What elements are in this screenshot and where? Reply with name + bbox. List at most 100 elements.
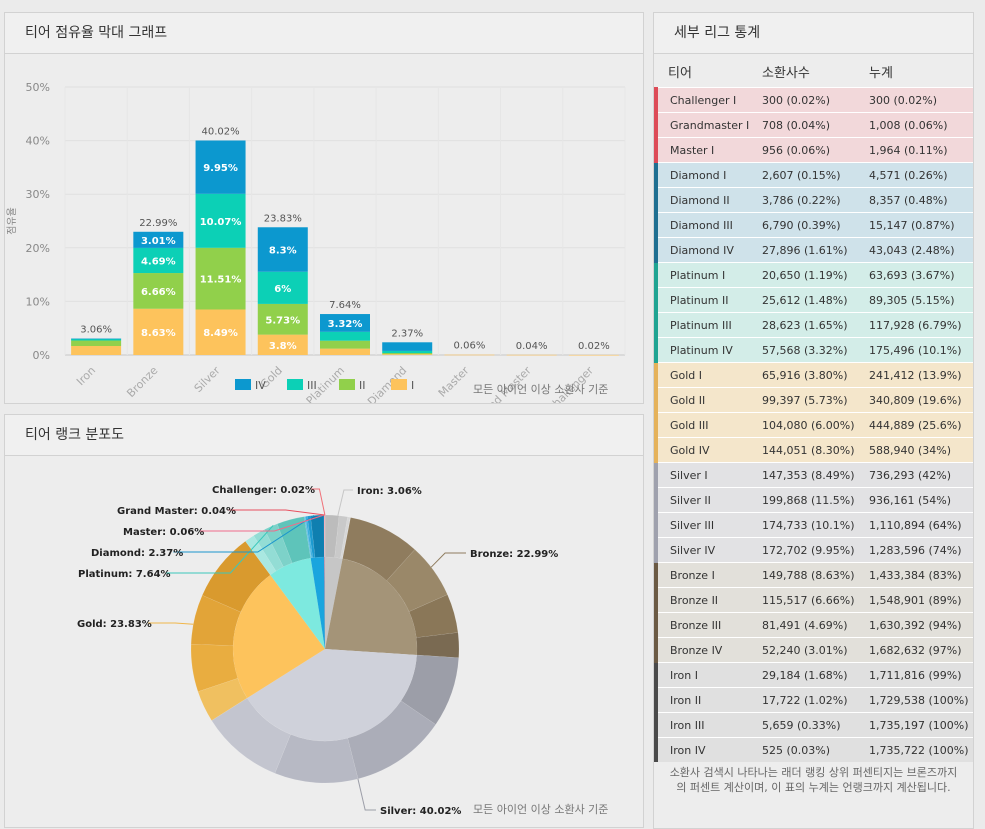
bar-segment [320,331,370,341]
count-cell: 149,788 (8.63%) [762,562,869,588]
cumulative-cell: 1,711,816 (99%) [869,662,973,688]
pie-slice [324,557,325,649]
tier-cell: Silver III [654,512,762,538]
league-stats-panel: 세부 리그 통계 티어 소환사수 누계 Challenger I 300 (0.0… [653,12,974,829]
bar-data-label: 5.73% [265,315,300,326]
table-row: Gold IV 144,051 (8.30%) 588,940 (34%) [654,437,973,463]
cumulative-cell: 4,571 (0.26%) [869,162,973,188]
bar-segment [133,247,184,274]
bar-segment [133,231,184,248]
y-tick-label: 50% [26,81,50,94]
table-header-row: 티어 소환사수 누계 [656,55,973,88]
tier-cell: Challenger I [654,87,762,113]
cumulative-cell: 300 (0.02%) [869,87,973,113]
tier-cell: Platinum IV [654,337,762,363]
tier-cell: Silver I [654,462,762,488]
bar-total-label: 7.64% [329,300,361,311]
legend-label: II [359,379,366,392]
pie-slice-label: Challenger: 0.02% [212,485,315,496]
cumulative-cell: 117,928 (6.79%) [869,312,973,338]
bar-total-label: 0.02% [578,341,610,352]
y-tick-label: 40% [26,135,50,148]
tier-cell: Silver II [654,487,762,513]
bar-chart: 0% 10% 20% 30% 40% 50% 점유율 3.06% Iron 8.63% 6.66% 4… [6,81,626,403]
bar-segment [257,227,308,272]
table-row: Silver II 199,868 (11.5%) 936,161 (54%) [654,487,973,513]
bar-segment [71,345,122,355]
table-row: Silver III 174,733 (10.1%) 1,110,894 (64%) [654,512,973,538]
pie-slice-label: Silver: 40.02% [380,806,461,817]
table-row: Iron I 29,184 (1.68%) 1,711,816 (99%) [654,662,973,688]
table-row: Bronze I 149,788 (8.63%) 1,433,384 (83%) [654,562,973,588]
table-row: Master I 956 (0.06%) 1,964 (0.11%) [654,137,973,163]
cumulative-cell: 340,809 (19.6%) [869,387,973,413]
cumulative-cell: 1,008 (0.06%) [869,112,973,138]
column-header-count: 소환사수 [762,55,869,88]
tier-cell: Bronze III [654,612,762,638]
table-row: Diamond IV 27,896 (1.61%) 43,043 (2.48%) [654,237,973,263]
table-row: Bronze IV 52,240 (3.01%) 1,682,632 (97%) [654,637,973,663]
bar-segment [320,348,370,355]
cumulative-cell: 588,940 (34%) [869,437,973,463]
tier-cell: Grandmaster I [654,112,762,138]
bar-total-label: 22.99% [139,218,177,229]
bar-segment [71,338,122,340]
cumulative-cell: 1,433,384 (83%) [869,562,973,588]
pie-leader-line [430,552,466,568]
pie-slice-label: Platinum: 7.64% [78,569,171,580]
bar-data-label: 8.3% [269,246,297,257]
cumulative-cell: 1,548,901 (89%) [869,587,973,613]
pie-leader-line [337,489,353,516]
bar-segment [320,340,370,349]
pie-chart-title: 티어 랭크 분포도 [5,415,643,456]
tier-cell: Diamond II [654,187,762,213]
cumulative-cell: 43,043 (2.48%) [869,237,973,263]
count-cell: 25,612 (1.48%) [762,287,869,313]
tier-cell: Platinum III [654,312,762,338]
x-tick-label: Bronze [124,364,160,400]
tier-cell: Bronze I [654,562,762,588]
count-cell: 99,397 (5.73%) [762,387,869,413]
bar-segment [568,354,619,356]
bar-data-label: 3.32% [328,319,363,330]
legend-label: I [411,379,414,392]
table-row: Gold III 104,080 (6.00%) 444,889 (25.6%) [654,412,973,438]
count-cell: 28,623 (1.65%) [762,312,869,338]
count-cell: 199,868 (11.5%) [762,487,869,513]
bar-segment [195,247,246,310]
tier-cell: Diamond IV [654,237,762,263]
x-tick-label: Master [436,364,472,400]
table-row: Diamond I 2,607 (0.15%) 4,571 (0.26%) [654,162,973,188]
y-axis-label: 점유율 [6,207,18,235]
tier-cell: Iron IV [654,737,762,762]
pie-slice [233,575,325,699]
table-row: Iron III 5,659 (0.33%) 1,735,197 (100%) [654,712,973,738]
legend-swatch [391,379,407,390]
bar-chart-title: 티어 점유율 막대 그래프 [5,13,643,54]
count-cell: 172,702 (9.95%) [762,537,869,563]
cumulative-cell: 1,964 (0.11%) [869,137,973,163]
pie-slice [247,649,417,741]
bar-segment [444,354,495,356]
bar-segment [71,340,122,346]
count-cell: 115,517 (6.66%) [762,587,869,613]
table-row: Platinum III 28,623 (1.65%) 117,928 (6.79%… [654,312,973,338]
bar-segment [133,308,184,355]
column-header-cumulative: 누계 [869,55,973,88]
bar-data-label: 6% [274,284,291,295]
count-cell: 3,786 (0.22%) [762,187,869,213]
pie-leader-line [311,488,326,516]
legend-swatch [339,379,355,390]
count-cell: 57,568 (3.32%) [762,337,869,363]
bar-segment [195,140,246,194]
bar-total-label: 40.02% [201,126,239,137]
bar-segment [133,273,184,309]
pie-slice [325,558,417,656]
tier-cell: Silver IV [654,537,762,563]
pie-leader-line [199,514,325,532]
tier-cell: Gold II [654,387,762,413]
pie-ring-segment [342,517,351,559]
bar-data-label: 3.8% [269,341,297,352]
x-tick-label: Iron [74,364,98,388]
bar-data-label: 4.69% [141,256,176,267]
